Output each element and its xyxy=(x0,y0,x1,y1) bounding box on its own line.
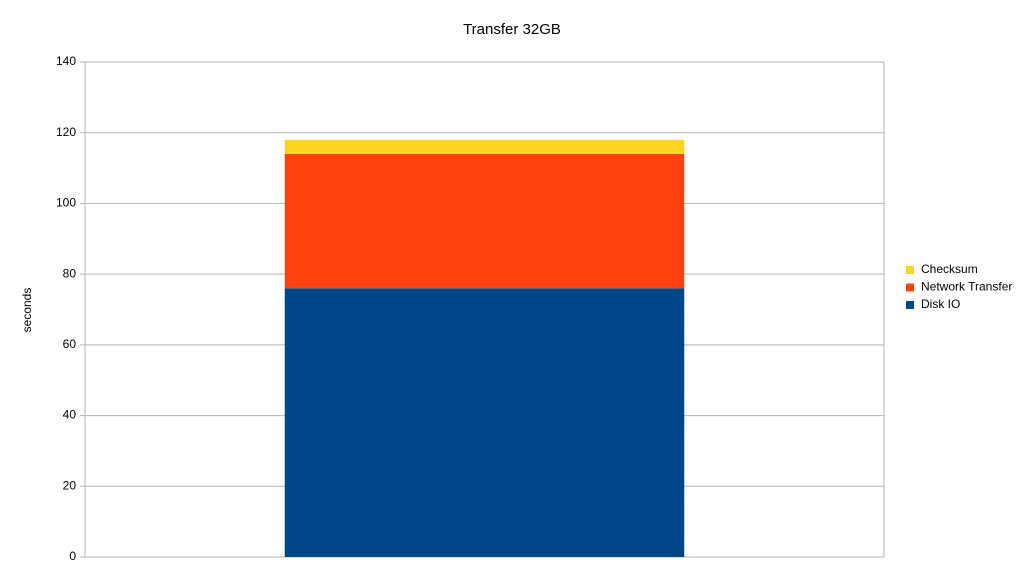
y-tick-label: 40 xyxy=(63,408,77,422)
legend-label: Disk IO xyxy=(921,297,960,311)
y-tick-label: 80 xyxy=(63,266,77,280)
y-tick-label: 140 xyxy=(56,54,76,68)
legend-label: Network Transfer xyxy=(921,280,1012,294)
bar-segment xyxy=(284,288,685,557)
y-tick-label: 120 xyxy=(56,125,76,139)
legend-swatch xyxy=(906,266,914,274)
bar-segment xyxy=(284,153,685,289)
legend-swatch xyxy=(906,283,914,292)
legend-label: Checksum xyxy=(921,262,978,276)
y-tick-label: 20 xyxy=(63,478,77,492)
y-tick-label: 60 xyxy=(63,337,77,351)
chart-title: Transfer 32GB xyxy=(463,21,561,38)
legend-swatch xyxy=(906,301,914,309)
y-axis-label: seconds xyxy=(20,288,34,333)
y-tick-label: 100 xyxy=(56,196,76,210)
y-tick-label: 0 xyxy=(69,549,76,563)
bar-segment xyxy=(284,139,685,154)
